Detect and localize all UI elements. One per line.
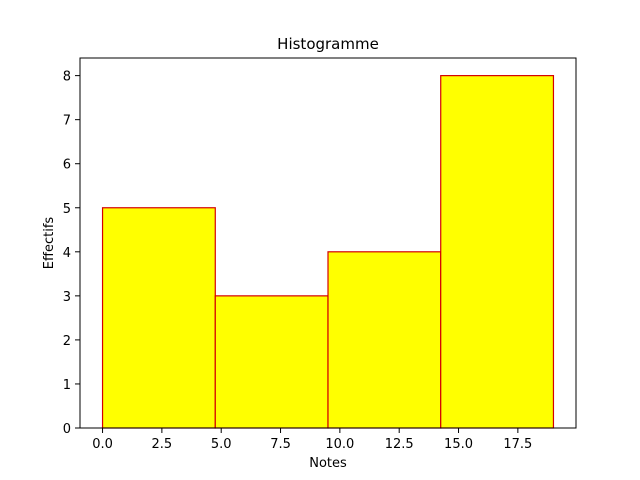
x-axis-label: Notes — [309, 456, 347, 471]
x-tick-label: 7.5 — [270, 437, 291, 452]
x-tick-label: 5.0 — [211, 437, 232, 452]
bars-group — [101, 75, 555, 429]
y-tick-label: 2 — [63, 334, 71, 349]
x-tick-label: 17.5 — [503, 437, 532, 452]
plot-frame — [79, 57, 577, 429]
y-tick-label: 7 — [63, 114, 71, 129]
histogram-bar-4 — [440, 75, 555, 429]
x-tick-label: 0.0 — [92, 437, 113, 452]
y-tick-label: 3 — [63, 290, 71, 305]
x-tick-label: 15.0 — [444, 437, 473, 452]
y-tick-label: 6 — [63, 158, 71, 173]
y-tick-label: 5 — [63, 202, 71, 217]
y-tick-label: 8 — [63, 70, 71, 85]
x-axis-ticks: 0.0 2.5 5.0 7.5 10.0 12.5 15.0 17.5 — [92, 428, 532, 452]
y-tick-label: 4 — [63, 246, 71, 261]
y-tick-label: 1 — [63, 378, 71, 393]
y-tick-label: 0 — [63, 422, 71, 437]
x-tick-label: 10.0 — [325, 437, 354, 452]
chart-title: Histogramme — [277, 35, 379, 53]
x-tick-label: 12.5 — [385, 437, 414, 452]
y-axis-ticks: 0 1 2 3 4 5 6 7 8 — [63, 70, 80, 437]
y-axis-label: Effectifs — [42, 217, 57, 270]
x-tick-label: 2.5 — [152, 437, 173, 452]
histogram-bar-3 — [327, 251, 442, 429]
histogram-bar-1 — [101, 207, 216, 429]
histogram-bar-2 — [214, 295, 329, 429]
